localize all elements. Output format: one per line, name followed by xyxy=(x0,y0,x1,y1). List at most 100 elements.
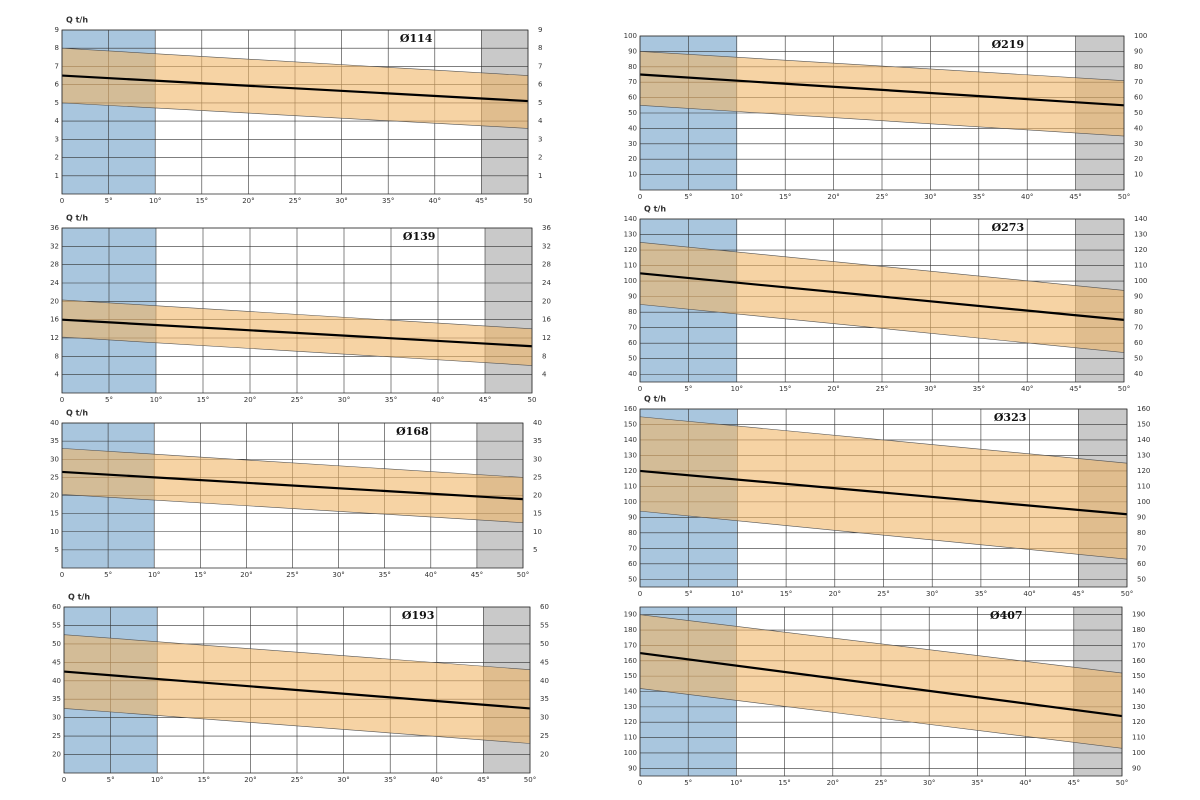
chart: 0 5° 10° 15° 20° 25° 30° 35° 40° 45° 50° 40 40 50 50 60… xyxy=(624,205,1148,394)
y-tick-label-right: 25 xyxy=(540,732,549,740)
y-tick-label: 90 xyxy=(628,764,637,772)
center-line xyxy=(639,73,1125,107)
chart: 0 5° 10° 15° 20° 25° 30° 35° 40° 45° 50° 50 50 60 60 70… xyxy=(624,395,1151,599)
y-tick-label: 8 xyxy=(55,44,59,52)
y-tick-label: 20 xyxy=(50,297,59,305)
x-tick-label: 35° xyxy=(384,776,396,784)
x-tick-label: 20° xyxy=(240,571,252,579)
x-tick-label: 30° xyxy=(335,197,347,205)
x-tick-label: 20° xyxy=(827,193,839,201)
x-tick-label: 0 xyxy=(62,776,66,784)
y-tick-label: 5 xyxy=(55,99,59,107)
plot-border xyxy=(639,218,1125,383)
y-tick-label-right: 20 xyxy=(540,751,549,759)
y-tick-label-right: 140 xyxy=(1134,215,1147,223)
y-tick-label-right: 160 xyxy=(1137,405,1150,413)
y-tick-label-right: 50 xyxy=(1137,575,1146,583)
y-tick-label: 6 xyxy=(55,81,60,89)
x-tick-label: 15° xyxy=(198,776,210,784)
x-tick-label: 40° xyxy=(425,571,437,579)
y-tick-label-right: 2 xyxy=(538,154,542,162)
shaded-region xyxy=(485,228,532,393)
y-tick-label: 24 xyxy=(50,279,59,287)
y-tick-label-right: 80 xyxy=(1137,529,1146,537)
y-tick-label-right: 16 xyxy=(542,316,551,324)
x-tick-label: 35° xyxy=(378,571,390,579)
y-tick-label-right: 100 xyxy=(1132,749,1145,757)
x-tick-label: 40° xyxy=(1019,779,1031,787)
y-tick-label: 100 xyxy=(624,277,637,285)
y-tick-label-right: 110 xyxy=(1134,262,1147,270)
y-tick-label: 80 xyxy=(628,529,637,537)
y-tick-label-right: 30 xyxy=(540,714,549,722)
y-tick-label-right: 60 xyxy=(1134,339,1143,347)
y-tick-label: 25 xyxy=(52,732,61,740)
y-tick-label: 60 xyxy=(52,603,61,611)
y-tick-label: 60 xyxy=(628,339,637,347)
chart: 0 5° 10° 15° 20° 25° 30° 35° 40° 45° 50° 10 10 20 20 30… xyxy=(624,32,1148,201)
plot-border xyxy=(61,227,533,394)
chart-title: Ø168 xyxy=(396,425,429,438)
y-tick-label: 50 xyxy=(52,640,61,648)
x-tick-label: 50° xyxy=(1118,385,1130,393)
y-tick-label-right: 32 xyxy=(542,242,551,250)
x-tick-label: 10° xyxy=(731,385,743,393)
y-tick-label-right: 8 xyxy=(542,352,546,360)
x-tick-label: 25° xyxy=(291,776,303,784)
y-tick-label-right: 190 xyxy=(1132,611,1145,619)
chart-title: Ø193 xyxy=(402,609,435,622)
y-tick-label-right: 40 xyxy=(533,419,542,427)
y-tick-label-right: 120 xyxy=(1132,718,1145,726)
y-tick-label: 55 xyxy=(52,621,61,629)
x-tick-label: 45° xyxy=(475,197,487,205)
y-tick-label-right: 15 xyxy=(533,510,542,518)
y-tick-label-right: 90 xyxy=(1134,47,1143,55)
y-tick-label-right: 30 xyxy=(533,455,542,463)
y-tick-label-right: 100 xyxy=(1134,32,1147,40)
y-tick-label-right: 5 xyxy=(533,546,537,554)
y-tick-label: 190 xyxy=(624,611,637,619)
y-tick-label-right: 8 xyxy=(538,44,542,52)
center-line xyxy=(639,652,1123,718)
y-tick-label: 150 xyxy=(624,672,637,680)
chart: 0 5° 10° 15° 20° 25° 30° 35° 40° 45° 50 1 1 2 2 3 3 4 4 5 5 6… xyxy=(55,16,543,206)
chart-title: Ø114 xyxy=(400,32,433,45)
x-tick-label: 20° xyxy=(829,590,841,598)
plot-border xyxy=(61,29,529,195)
y-tick-label-right: 160 xyxy=(1132,657,1145,665)
x-tick-label: 15° xyxy=(197,396,209,404)
y-tick-label-right: 36 xyxy=(542,224,551,232)
x-tick-label: 25° xyxy=(875,779,887,787)
x-tick-label: 0 xyxy=(60,197,64,205)
x-tick-label: 25° xyxy=(876,385,888,393)
y-tick-label-right: 3 xyxy=(538,135,542,143)
y-tick-label: 140 xyxy=(624,688,637,696)
center-line xyxy=(61,318,533,348)
x-tick-label: 35° xyxy=(971,779,983,787)
y-tick-label-right: 80 xyxy=(1134,63,1143,71)
chart: 0 5° 10° 15° 20° 25° 30° 35° 40° 45° 50° 20 20 25 25 30… xyxy=(52,593,549,785)
x-tick-label: 40° xyxy=(431,776,443,784)
y-tick-label-right: 12 xyxy=(542,334,551,342)
x-tick-label: 5° xyxy=(105,197,113,205)
x-tick-label: 40° xyxy=(1021,385,1033,393)
x-tick-label: 5° xyxy=(684,193,692,201)
y-tick-label-right: 170 xyxy=(1132,641,1145,649)
y-tick-label: 110 xyxy=(624,734,637,742)
y-tick-label-right: 90 xyxy=(1132,764,1141,772)
y-tick-label-right: 10 xyxy=(1134,171,1143,179)
x-tick-label: 10° xyxy=(148,571,160,579)
y-tick-label: 100 xyxy=(624,32,637,40)
y-tick-label-right: 50 xyxy=(1134,109,1143,117)
x-tick-label: 0 xyxy=(638,590,642,598)
x-tick-label: 25° xyxy=(291,396,303,404)
y-tick-label: 30 xyxy=(50,455,59,463)
x-tick-label: 5° xyxy=(684,779,692,787)
y-tick-label-right: 110 xyxy=(1137,482,1150,490)
y-tick-label: 140 xyxy=(624,215,637,223)
y-tick-label: 70 xyxy=(628,78,637,86)
y-tick-label-right: 45 xyxy=(540,658,549,666)
chart: 0 5° 10° 15° 20° 25° 30° 35° 40° 45° 50° 90 90 100 100… xyxy=(624,606,1145,787)
y-tick-label-right: 100 xyxy=(1134,277,1147,285)
y-tick-label-right: 24 xyxy=(542,279,551,287)
